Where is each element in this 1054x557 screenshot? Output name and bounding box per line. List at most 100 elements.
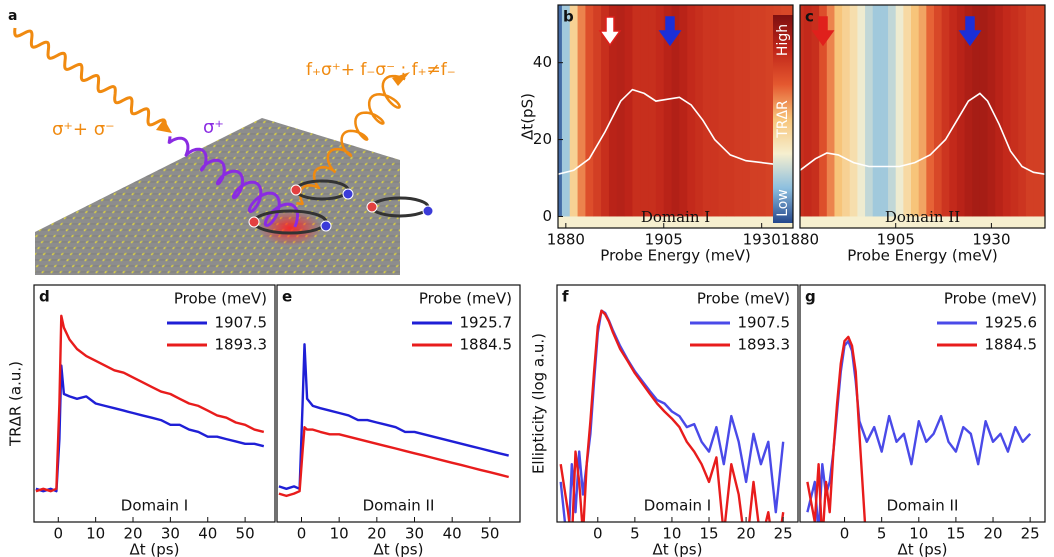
- heatmap-cell: [826, 5, 836, 217]
- x-tick-label: 1930: [972, 231, 1010, 249]
- x-tick-label: 25: [1021, 525, 1040, 543]
- heatmap-cell: [608, 5, 618, 217]
- plot-area: [800, 5, 1045, 228]
- heatmap-cell: [834, 5, 843, 217]
- probe-arrow: [658, 16, 682, 47]
- heatmap-cell: [1025, 5, 1035, 217]
- probe-arrow: [811, 16, 835, 47]
- x-tick-label: 0: [297, 525, 307, 543]
- spectrum-line: [558, 88, 793, 175]
- x-tick-label: 10: [86, 525, 105, 543]
- y-tick-label: 40: [533, 53, 552, 71]
- frame: [799, 4, 1046, 229]
- panel: High TRΔR Low Domain I b 1880 1905 1930 0 20 40 Pro…: [519, 4, 794, 265]
- reflected-label: f₊σ⁺+ f₋σ⁻ ; f₊≠f₋: [306, 60, 456, 80]
- panel-label: d: [39, 288, 50, 306]
- heatmap-cell: [811, 5, 820, 217]
- x-tick-label: 0: [54, 525, 64, 543]
- heatmap-cell: [842, 5, 851, 217]
- x-tick-label: 1880: [547, 231, 585, 249]
- x-tick-label: 30: [405, 525, 424, 543]
- panel-label: c: [805, 8, 814, 26]
- heatmap-cell: [640, 5, 649, 217]
- heatmap-cell: [757, 5, 767, 217]
- series-line: [806, 335, 867, 522]
- arrow-head: [156, 119, 172, 133]
- x-tick-label: 15: [699, 525, 718, 543]
- legend-label: 1893.3: [215, 336, 268, 354]
- heatmap-cell: [979, 5, 989, 217]
- colorbar-label: TRΔR: [775, 100, 791, 139]
- panel: Probe (meV) 1925.7 1884.5 Domain II e 0 10 20 30…: [276, 284, 521, 557]
- series-line: [35, 314, 265, 493]
- heatmap-cell: [941, 5, 950, 217]
- heatmap-cell: [593, 5, 602, 217]
- annotation: Domain II: [887, 497, 959, 515]
- x-tick-label: 15: [946, 525, 965, 543]
- legend-label: 1925.6: [985, 314, 1038, 332]
- heatmap-cell: [918, 5, 927, 217]
- heatmap-cell: [601, 5, 610, 217]
- legend-title: Probe (meV): [697, 290, 790, 308]
- legend-title: Probe (meV): [944, 290, 1037, 308]
- heatmap-cell: [687, 5, 696, 217]
- frame: [33, 284, 276, 523]
- frame: [556, 284, 799, 523]
- electron: [290, 184, 302, 196]
- plot-area: [806, 335, 1032, 522]
- x-tick-label: 1930: [743, 231, 781, 249]
- x-tick-label: 10: [909, 525, 928, 543]
- heatmap-cell: [800, 5, 805, 217]
- x-axis-label: Δt (ps): [653, 541, 703, 557]
- hole: [320, 220, 332, 232]
- y-axis-label: Δt(pS): [519, 93, 537, 140]
- legend-label: 1907.5: [215, 314, 268, 332]
- x-tick-label: 50: [480, 525, 499, 543]
- x-tick-label: 1880: [781, 231, 819, 249]
- heatmap-cell: [718, 5, 728, 217]
- x-tick-label: 50: [236, 525, 255, 543]
- heatmap-cell: [695, 5, 704, 217]
- circular-label: σ⁺: [203, 117, 224, 138]
- heatmap-cell: [933, 5, 943, 217]
- x-tick-label: 40: [443, 525, 462, 543]
- x-tick-label: 20: [367, 525, 386, 543]
- heatmap-cell: [577, 5, 587, 217]
- series-line: [278, 343, 509, 490]
- heatmap-cell: [895, 5, 904, 217]
- heatmap-cell: [765, 5, 775, 217]
- annotation: Domain II: [363, 497, 435, 515]
- heatmap-cell: [949, 5, 958, 217]
- x-tick-label: 40: [198, 525, 217, 543]
- heatmap-cell: [558, 5, 563, 217]
- heatmap-cell: [880, 5, 889, 217]
- hole: [422, 205, 434, 217]
- y-tick-label: 0: [542, 207, 552, 225]
- heatmap-cell: [702, 5, 712, 217]
- x-tick-label: 10: [662, 525, 681, 543]
- heatmap-cell: [964, 5, 973, 217]
- panel-label: a: [8, 8, 17, 24]
- incident-label: σ⁺+ σ⁻: [52, 119, 115, 140]
- colorbar-label: Low: [775, 189, 791, 217]
- annotation: Domain I: [121, 497, 188, 515]
- plot-area: [35, 314, 265, 493]
- annotation: Domain I: [641, 208, 710, 226]
- heatmap-cell: [903, 5, 912, 217]
- x-tick-label: 25: [774, 525, 793, 543]
- x-axis-label: Δt (ps): [374, 541, 424, 557]
- heatmap-cell: [1018, 5, 1027, 217]
- x-tick-label: 0: [840, 525, 850, 543]
- illustration: a σ⁺+ σ⁻ σ⁺ f₊σ⁺+ f₋σ⁻ ; f₊≠f₋: [8, 8, 456, 275]
- heatmap-cell: [865, 5, 874, 217]
- heatmap-cell: [803, 5, 813, 217]
- legend-label: 1884.5: [460, 336, 513, 354]
- y-axis-label: Ellipticity (log a.u.): [530, 333, 548, 474]
- heatmap-cell: [671, 5, 681, 217]
- frame: [276, 284, 521, 523]
- electron: [366, 201, 378, 213]
- colorbar: [773, 15, 793, 223]
- spectrum-line: [800, 92, 1045, 175]
- x-tick-label: 20: [983, 525, 1002, 543]
